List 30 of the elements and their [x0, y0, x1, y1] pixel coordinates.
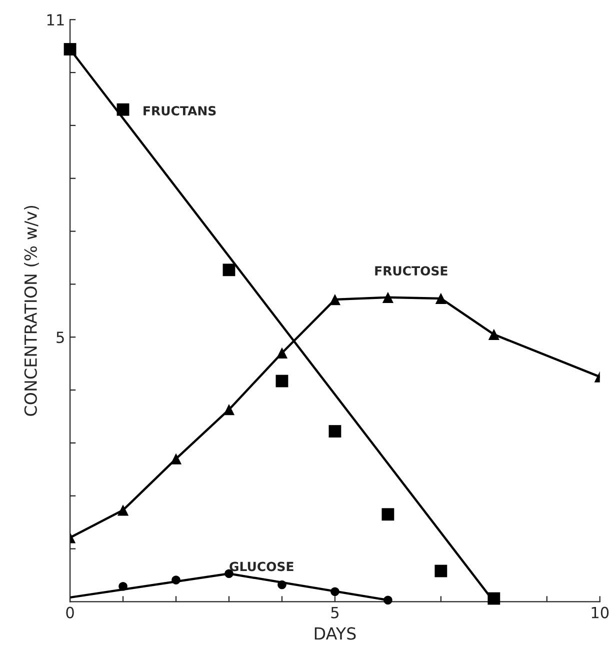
point [382, 508, 394, 521]
x-axis-title: DAYS [314, 627, 356, 640]
point [64, 43, 76, 56]
point [328, 425, 342, 438]
point [488, 328, 500, 340]
point [382, 292, 394, 303]
x-tick-label: 5 [331, 607, 338, 618]
point [276, 347, 288, 359]
point [488, 592, 500, 605]
point [170, 453, 182, 464]
series-label: FRUCTANS [144, 106, 216, 116]
x-tick-label: 0 [66, 606, 74, 618]
x-tick-label: 10 [592, 606, 609, 618]
point [329, 294, 341, 306]
y-axis-title: CONCENTRATION (% w/v) [24, 206, 39, 416]
point [118, 582, 128, 591]
point [116, 103, 130, 116]
point [223, 404, 235, 416]
point [330, 587, 340, 596]
series-label: GLUCOSE [230, 562, 294, 572]
y-tick-label: 11 [47, 14, 64, 26]
point [222, 264, 236, 276]
point [434, 564, 448, 578]
point [172, 576, 180, 584]
point [384, 596, 392, 604]
point [278, 580, 286, 590]
point [276, 374, 288, 388]
point [117, 504, 129, 516]
series-label: FRUCTOSE [375, 266, 448, 276]
point [435, 292, 446, 304]
